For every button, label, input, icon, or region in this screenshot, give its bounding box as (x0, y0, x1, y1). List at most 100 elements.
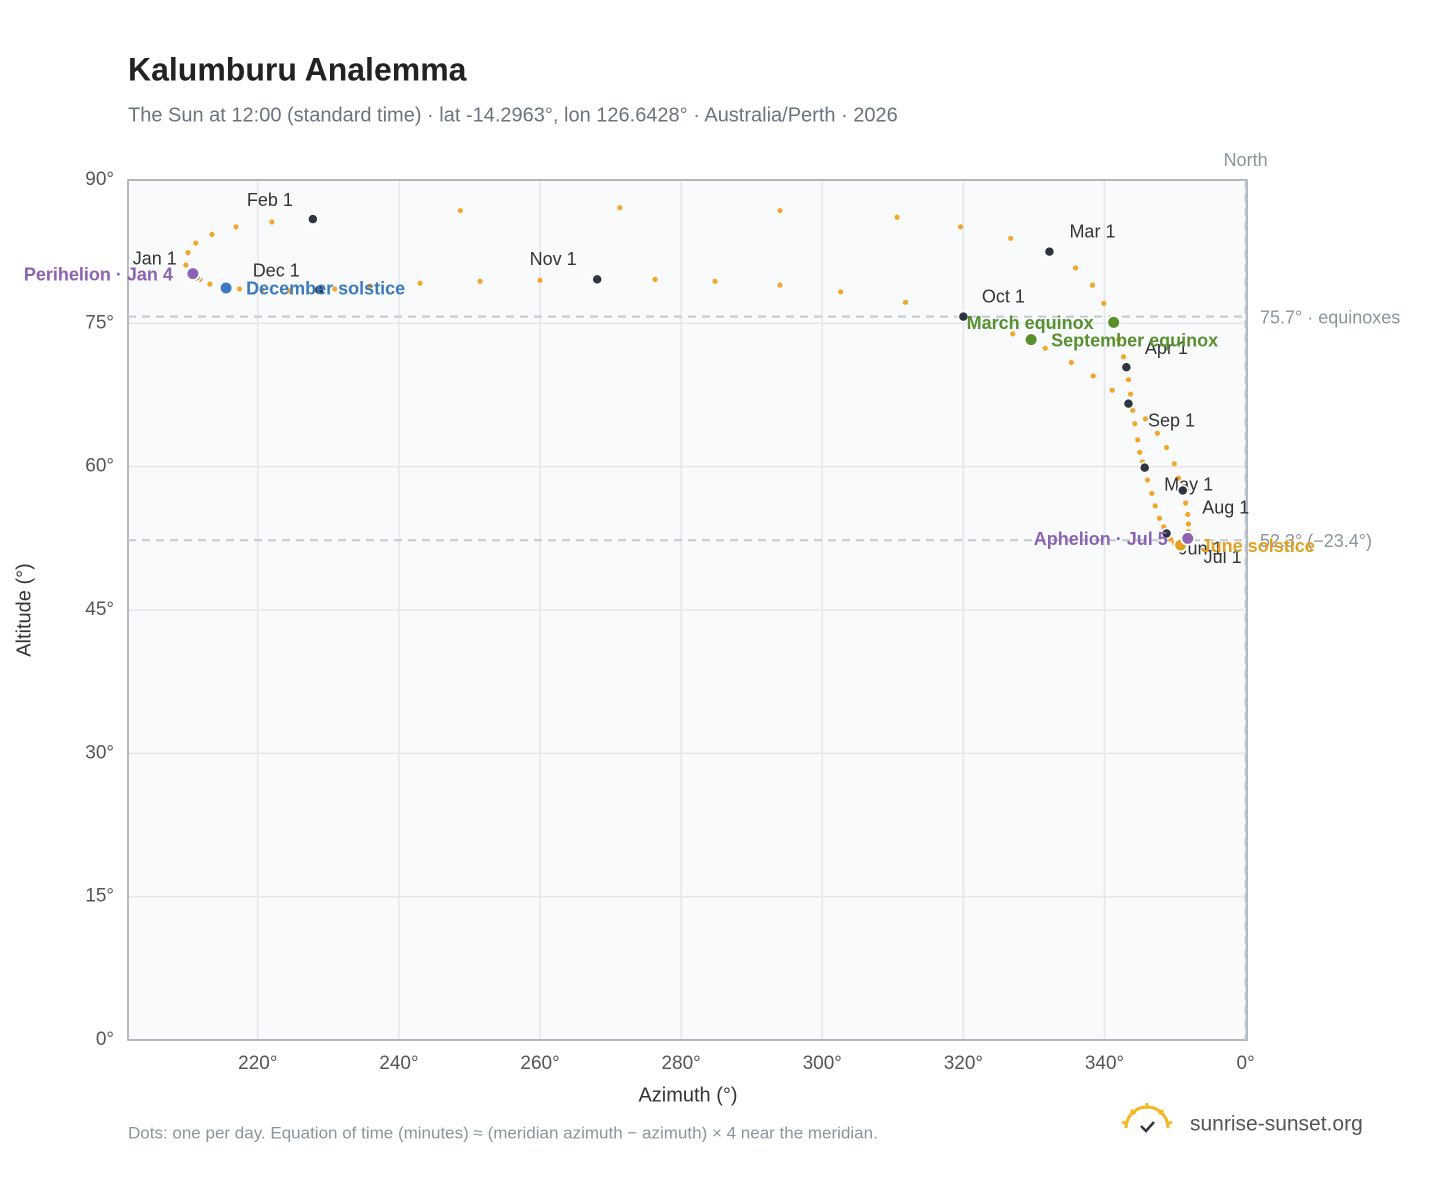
daily-dot (838, 289, 844, 295)
daily-dot (1132, 421, 1138, 427)
y-tick-label: 15° (85, 886, 114, 907)
event-label: Perihelion · Jan 4 (24, 264, 173, 284)
daily-dot (1109, 387, 1115, 393)
daily-dot (894, 214, 900, 220)
month-marker (307, 213, 319, 225)
daily-dot (193, 240, 199, 246)
daily-dot (1175, 475, 1182, 481)
daily-dot (1101, 300, 1107, 306)
daily-dot (417, 280, 423, 286)
month-label: Aug 1 (1202, 497, 1249, 517)
x-tick-label: 300° (803, 1053, 842, 1074)
daily-dot (1149, 490, 1155, 497)
daily-dot (1127, 391, 1134, 397)
logo-icon (1121, 1103, 1173, 1133)
daily-dot (1137, 449, 1143, 455)
month-label: May 1 (1164, 474, 1213, 494)
daily-dot (1183, 500, 1189, 506)
daily-dot (259, 287, 265, 293)
daily-dot (1185, 511, 1191, 518)
source: sunrise-sunset.org (1190, 1113, 1363, 1136)
y-tick-label: 90° (85, 169, 114, 190)
month-marker (1120, 361, 1133, 374)
daily-dot (777, 282, 783, 288)
daily-dot (209, 231, 215, 238)
month-marker (1138, 461, 1151, 474)
daily-dot (652, 276, 658, 282)
x-tick-label: 320° (944, 1053, 983, 1074)
month-label: Oct 1 (982, 286, 1025, 306)
daily-dot (236, 286, 243, 292)
month-marker (1160, 527, 1173, 540)
month-label: Feb 1 (247, 190, 293, 210)
daily-dot (233, 224, 239, 230)
event-marker (1023, 332, 1039, 348)
month-label: Nov 1 (530, 249, 577, 269)
daily-dot (1042, 345, 1048, 351)
chart-title: Kalumburu Analemma (128, 51, 467, 87)
daily-dot (902, 299, 909, 305)
y-tick-label: 60° (85, 456, 114, 477)
daily-dot (1130, 407, 1136, 413)
x-tick-label: 240° (379, 1053, 418, 1074)
event-label: December solstice (246, 279, 405, 299)
daily-dot (1154, 430, 1160, 436)
daily-dot (185, 250, 191, 256)
chart-subtitle: The Sun at 12:00 (standard time) · lat -… (128, 104, 898, 126)
daily-dot (1171, 461, 1177, 467)
daily-dot (537, 277, 543, 283)
daily-dot (1008, 235, 1014, 241)
daily-dot (1068, 359, 1074, 366)
daily-dot (1185, 521, 1192, 527)
month-label: Jan 1 (133, 248, 177, 268)
event-label: Aphelion · Jul 5 (1034, 529, 1168, 549)
reference-label: 75.7° · equinoxes (1260, 307, 1400, 327)
month-label: Apr 1 (1145, 338, 1188, 358)
month-marker (957, 310, 970, 323)
plot-border (127, 179, 1248, 1041)
daily-dot (1072, 265, 1079, 271)
y-axis-title: Altitude (°) (13, 563, 35, 657)
month-label: Dec 1 (253, 261, 300, 281)
event-label: March equinox (967, 313, 1094, 333)
daily-dot (1152, 503, 1158, 509)
y-tick-label: 75° (85, 312, 114, 333)
daily-dot (617, 205, 623, 211)
daily-dot (269, 219, 275, 225)
x-tick-label: 280° (661, 1053, 700, 1074)
footnote: Dots: one per day. Equation of time (min… (128, 1123, 878, 1142)
event-marker (218, 280, 234, 296)
x-tick-label: 220° (238, 1053, 277, 1074)
event-label: June solstice (1201, 536, 1315, 556)
x-tick-label: 260° (520, 1053, 559, 1074)
daily-dot (477, 278, 483, 284)
daily-dot (183, 262, 189, 268)
month-marker (313, 284, 325, 296)
daily-dot (457, 207, 463, 214)
daily-dot (207, 281, 213, 287)
x-axis-title: Azimuth (°) (638, 1084, 737, 1106)
event-marker (1106, 314, 1122, 330)
daily-dot (286, 288, 293, 294)
x-tick-label: 0° (1237, 1053, 1255, 1074)
daily-dot (1144, 477, 1151, 483)
month-marker (1177, 484, 1189, 497)
daily-dot (777, 207, 783, 214)
daily-dot (1090, 373, 1096, 379)
daily-dot (957, 224, 964, 230)
month-label: Jul 1 (1204, 547, 1242, 567)
daily-dot (367, 283, 373, 289)
month-label: Mar 1 (1069, 221, 1115, 241)
daily-dot (1142, 416, 1149, 422)
daily-dot (1089, 282, 1096, 288)
y-tick-label: 30° (85, 742, 114, 763)
month-marker (591, 273, 603, 286)
event-marker (1180, 530, 1196, 546)
reference-label: 52.3° (−23.4°) (1260, 531, 1372, 551)
month-marker (1043, 245, 1056, 258)
y-tick-label: 0° (96, 1029, 114, 1050)
y-tick-label: 45° (85, 599, 114, 620)
daily-dot (1115, 336, 1122, 343)
daily-dot (712, 278, 718, 284)
